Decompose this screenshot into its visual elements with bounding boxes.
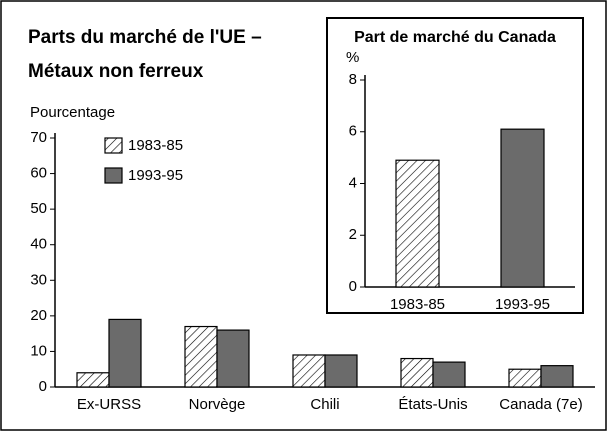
x-tick-label: 1993-95 bbox=[495, 296, 550, 313]
bar bbox=[500, 128, 545, 288]
y-tick-label: 6 bbox=[349, 123, 357, 140]
bar bbox=[324, 354, 358, 388]
bar bbox=[540, 365, 574, 388]
legend-swatch bbox=[104, 167, 123, 184]
chart-title: Parts du marché de l'UE – bbox=[28, 27, 262, 48]
legend-label: 1983-85 bbox=[128, 137, 183, 154]
y-tick-label: 50 bbox=[30, 200, 47, 217]
y-tick-label: 2 bbox=[349, 226, 357, 243]
bar bbox=[395, 159, 440, 288]
y-tick-label: 4 bbox=[349, 174, 357, 191]
inset-title: Part de marché du Canada bbox=[354, 29, 556, 46]
bar bbox=[400, 357, 434, 388]
y-tick-label: 60 bbox=[30, 165, 47, 182]
y-tick-label: 70 bbox=[30, 129, 47, 146]
bar bbox=[292, 354, 326, 388]
bar bbox=[76, 372, 110, 388]
bar bbox=[108, 318, 142, 388]
chart-title: Métaux non ferreux bbox=[28, 61, 204, 82]
y-tick-label: 40 bbox=[30, 236, 47, 253]
y-tick-label: 0 bbox=[349, 278, 357, 295]
x-tick-label: Ex-URSS bbox=[77, 396, 141, 413]
bar bbox=[508, 368, 542, 388]
inset-y-axis-label: % bbox=[346, 49, 359, 66]
y-tick-label: 0 bbox=[39, 378, 47, 395]
legend-swatch bbox=[104, 137, 123, 154]
x-tick-label: Canada (7e) bbox=[499, 396, 582, 413]
bar bbox=[184, 325, 218, 388]
y-tick-label: 20 bbox=[30, 307, 47, 324]
x-tick-label: États-Unis bbox=[398, 396, 467, 413]
y-tick-label: 30 bbox=[30, 271, 47, 288]
x-tick-label: Chili bbox=[310, 396, 339, 413]
y-tick-label: 10 bbox=[30, 342, 47, 359]
x-tick-label: 1983-85 bbox=[390, 296, 445, 313]
bar bbox=[432, 361, 466, 388]
legend-label: 1993-95 bbox=[128, 167, 183, 184]
x-tick-label: Norvège bbox=[189, 396, 246, 413]
y-tick-label: 8 bbox=[349, 71, 357, 88]
y-axis-label: Pourcentage bbox=[30, 104, 115, 121]
bar bbox=[216, 329, 250, 388]
